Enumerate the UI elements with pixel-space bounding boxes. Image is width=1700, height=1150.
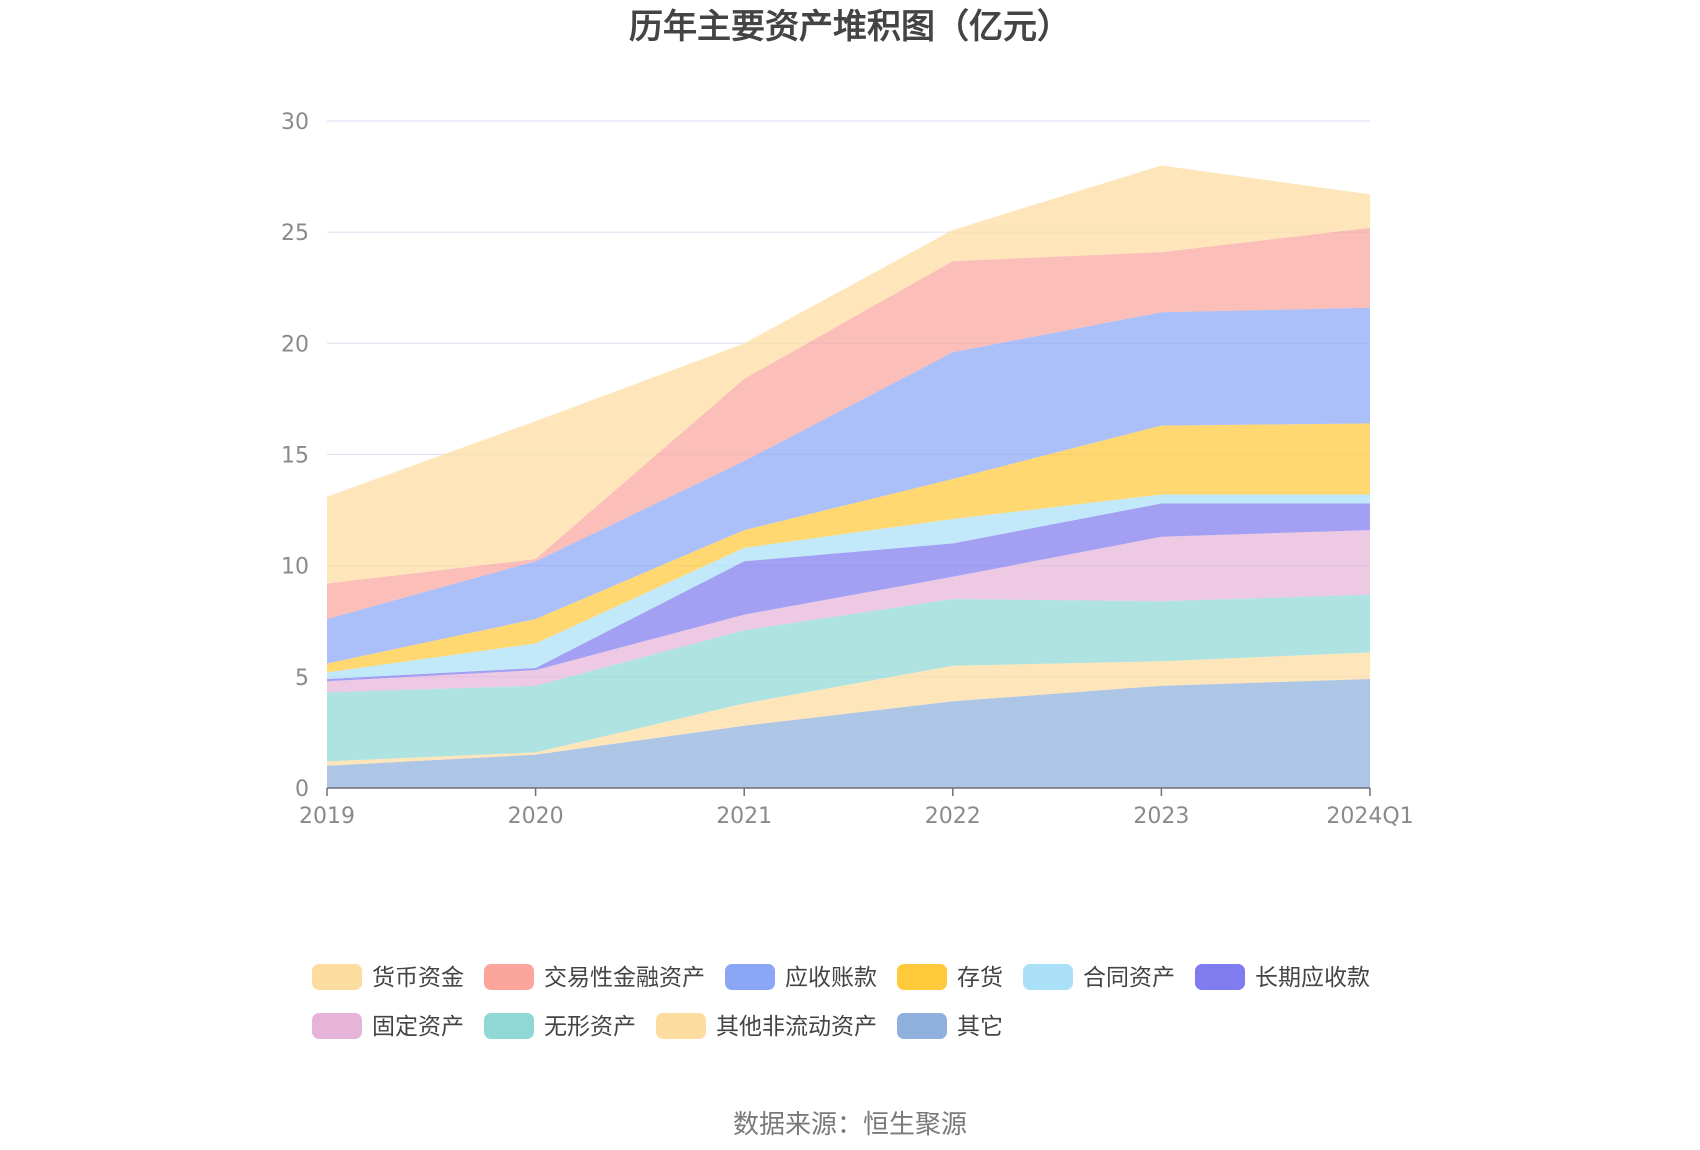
legend-item[interactable]: 其他非流动资产 bbox=[656, 1013, 877, 1040]
legend-item[interactable]: 其它 bbox=[897, 1013, 1003, 1040]
y-tick-label: 30 bbox=[281, 110, 309, 135]
legend-item[interactable]: 合同资产 bbox=[1023, 964, 1175, 991]
legend-label: 长期应收款 bbox=[1255, 965, 1370, 991]
legend-item[interactable]: 存货 bbox=[897, 964, 1003, 991]
area-series-4 bbox=[327, 503, 1370, 682]
area-series-0 bbox=[327, 679, 1370, 788]
legend-label: 交易性金融资产 bbox=[544, 965, 705, 991]
legend-item[interactable]: 货币资金 bbox=[312, 964, 464, 991]
x-tick-label: 2023 bbox=[1133, 804, 1189, 829]
x-tick-label: 2024Q1 bbox=[1326, 804, 1413, 829]
legend-swatch bbox=[1023, 964, 1073, 990]
y-tick-label: 25 bbox=[281, 221, 309, 246]
y-tick-label: 10 bbox=[281, 555, 309, 580]
data-source: 数据来源：恒生聚源 bbox=[733, 1110, 967, 1140]
area-series-6 bbox=[327, 423, 1370, 673]
x-tick-label: 2022 bbox=[925, 804, 981, 829]
area-series-9 bbox=[327, 165, 1370, 584]
legend-swatch bbox=[897, 1013, 947, 1039]
legend-swatch bbox=[484, 964, 534, 990]
legend-label: 无形资产 bbox=[544, 1014, 636, 1040]
legend-swatch bbox=[312, 1013, 362, 1039]
area-series-5 bbox=[327, 494, 1370, 680]
legend-label: 存货 bbox=[957, 965, 1003, 991]
legend-swatch bbox=[725, 964, 775, 990]
x-tick-label: 2021 bbox=[716, 804, 772, 829]
legend-label: 固定资产 bbox=[372, 1014, 464, 1040]
x-tick-label: 2020 bbox=[508, 804, 564, 829]
area-series-8 bbox=[327, 227, 1370, 620]
area-series bbox=[327, 165, 1370, 788]
axes: 2019 2020 2021 2022 2023 2024Q1 bbox=[299, 787, 1414, 829]
legend-label: 应收账款 bbox=[785, 965, 877, 991]
legend-swatch bbox=[897, 964, 947, 990]
legend-item[interactable]: 交易性金融资产 bbox=[484, 964, 705, 991]
legend-swatch bbox=[312, 964, 362, 990]
area-series-3 bbox=[327, 530, 1370, 693]
legend-item[interactable]: 固定资产 bbox=[312, 1013, 464, 1040]
legend-label: 货币资金 bbox=[372, 965, 464, 991]
chart-title: 历年主要资产堆积图（亿元） bbox=[629, 7, 1071, 47]
legend-swatch bbox=[1195, 964, 1245, 990]
area-series-7 bbox=[327, 307, 1370, 664]
legend-item[interactable]: 无形资产 bbox=[484, 1013, 636, 1040]
area-series-2 bbox=[327, 594, 1370, 762]
legend-item[interactable]: 长期应收款 bbox=[1195, 964, 1370, 991]
y-tick-label: 20 bbox=[281, 332, 309, 357]
y-tick-label: 0 bbox=[295, 777, 309, 802]
x-tick-label: 2019 bbox=[299, 804, 355, 829]
legend-item[interactable]: 应收账款 bbox=[725, 964, 877, 991]
legend-swatch bbox=[484, 1013, 534, 1039]
legend-label: 其它 bbox=[957, 1014, 1003, 1040]
area-series-1 bbox=[327, 652, 1370, 766]
legend-label: 其他非流动资产 bbox=[716, 1014, 877, 1040]
y-tick-label: 15 bbox=[281, 444, 309, 469]
y-tick-label: 5 bbox=[295, 666, 309, 691]
legend-label: 合同资产 bbox=[1083, 965, 1175, 991]
legend-swatch bbox=[656, 1013, 706, 1039]
